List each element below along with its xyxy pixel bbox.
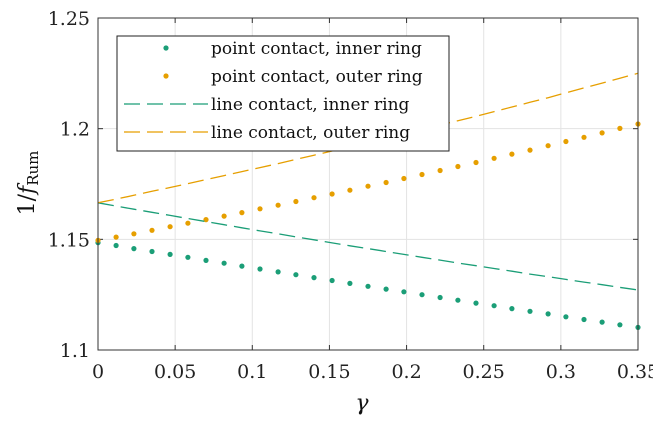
data-point	[149, 248, 155, 255]
data-point	[437, 167, 443, 174]
data-point	[113, 234, 119, 240]
x-tick-label: 0.05	[154, 361, 196, 383]
data-point	[257, 206, 263, 212]
data-point	[527, 147, 533, 153]
y-tick-label: 1.1	[60, 340, 90, 362]
data-point	[347, 187, 353, 193]
data-point	[455, 297, 461, 303]
data-point	[491, 303, 497, 309]
y-tick-label: 1.2	[60, 119, 90, 141]
data-point	[293, 272, 299, 278]
x-tick-label: 0.1	[237, 361, 267, 383]
data-point	[167, 224, 173, 230]
legend-entries: point contact, inner ring point contact, …	[124, 39, 423, 143]
legend-swatch-point-contact-inner-ring	[163, 45, 169, 51]
data-point	[455, 163, 461, 170]
data-point	[329, 277, 335, 284]
data-point	[167, 251, 173, 257]
legend-label-line-contact-outer-ring: line contact, outer ring	[211, 123, 410, 143]
legend-label-point-contact-inner-ring: point contact, inner ring	[211, 39, 422, 59]
plot-frame	[97, 17, 639, 351]
x-tick-label: 0.35	[617, 361, 653, 383]
data-point	[329, 191, 335, 197]
y-tick-labels: 1.1 1.15 1.2 1.25	[48, 8, 90, 362]
x-tick-labels: 0 0.05 0.1 0.15 0.2 0.25 0.3 0.35	[92, 361, 653, 383]
data-point	[293, 198, 299, 205]
legend: point contact, inner ring point contact, …	[116, 35, 450, 152]
x-tick-label: 0.3	[546, 361, 576, 383]
data-point	[509, 151, 515, 157]
data-point	[383, 179, 389, 186]
data-point	[437, 294, 443, 301]
data-point	[185, 254, 191, 260]
data-point	[581, 134, 587, 140]
legend-swatch-point-contact-outer-ring	[163, 73, 169, 79]
x-tick-label: 0.2	[391, 361, 421, 383]
data-point	[131, 231, 137, 237]
data-point	[221, 260, 227, 266]
x-tick-label: 0	[92, 361, 104, 383]
y-axis-label-subscript: Rum	[24, 151, 42, 186]
data-point	[509, 306, 515, 312]
data-point	[491, 155, 497, 161]
data-point	[365, 183, 371, 189]
data-point	[347, 280, 353, 286]
data-point	[203, 257, 209, 263]
data-point	[383, 286, 389, 292]
data-point	[257, 266, 263, 272]
series-points-point-contact-inner-ring	[95, 240, 641, 330]
y-axis-label: 1/fRum	[15, 151, 42, 216]
data-point	[275, 269, 281, 275]
data-point	[419, 171, 425, 178]
data-point	[545, 143, 551, 149]
data-point	[131, 246, 137, 252]
data-point	[563, 138, 569, 145]
data-point	[401, 289, 407, 295]
data-point	[419, 292, 425, 298]
data-point	[185, 220, 191, 226]
data-point	[113, 242, 119, 249]
y-tick-label: 1.15	[48, 229, 90, 251]
y-tick-label: 1.25	[48, 8, 90, 30]
data-point	[527, 308, 533, 314]
x-axis-label: γ	[355, 391, 369, 416]
y-axis-label-prefix: 1/	[15, 193, 40, 215]
data-point	[275, 202, 281, 208]
data-point	[311, 195, 317, 201]
data-point	[473, 159, 479, 166]
data-point	[203, 217, 209, 223]
data-point	[599, 130, 605, 136]
data-point	[311, 275, 317, 281]
data-point	[365, 283, 371, 289]
data-point	[563, 314, 569, 320]
data-point	[149, 227, 155, 233]
data-point	[239, 210, 245, 216]
x-tick-label: 0.15	[308, 361, 350, 383]
x-tick-label: 0.25	[463, 361, 505, 383]
data-point	[545, 311, 551, 317]
data-point	[581, 316, 587, 323]
data-point	[617, 125, 623, 131]
data-point	[473, 300, 479, 306]
data-point	[239, 263, 245, 269]
data-point	[401, 175, 407, 182]
legend-label-point-contact-outer-ring: point contact, outer ring	[211, 67, 423, 87]
data-point	[599, 319, 605, 325]
legend-label-line-contact-inner-ring: line contact, inner ring	[211, 95, 410, 115]
data-point	[617, 322, 623, 328]
data-point	[221, 213, 227, 219]
